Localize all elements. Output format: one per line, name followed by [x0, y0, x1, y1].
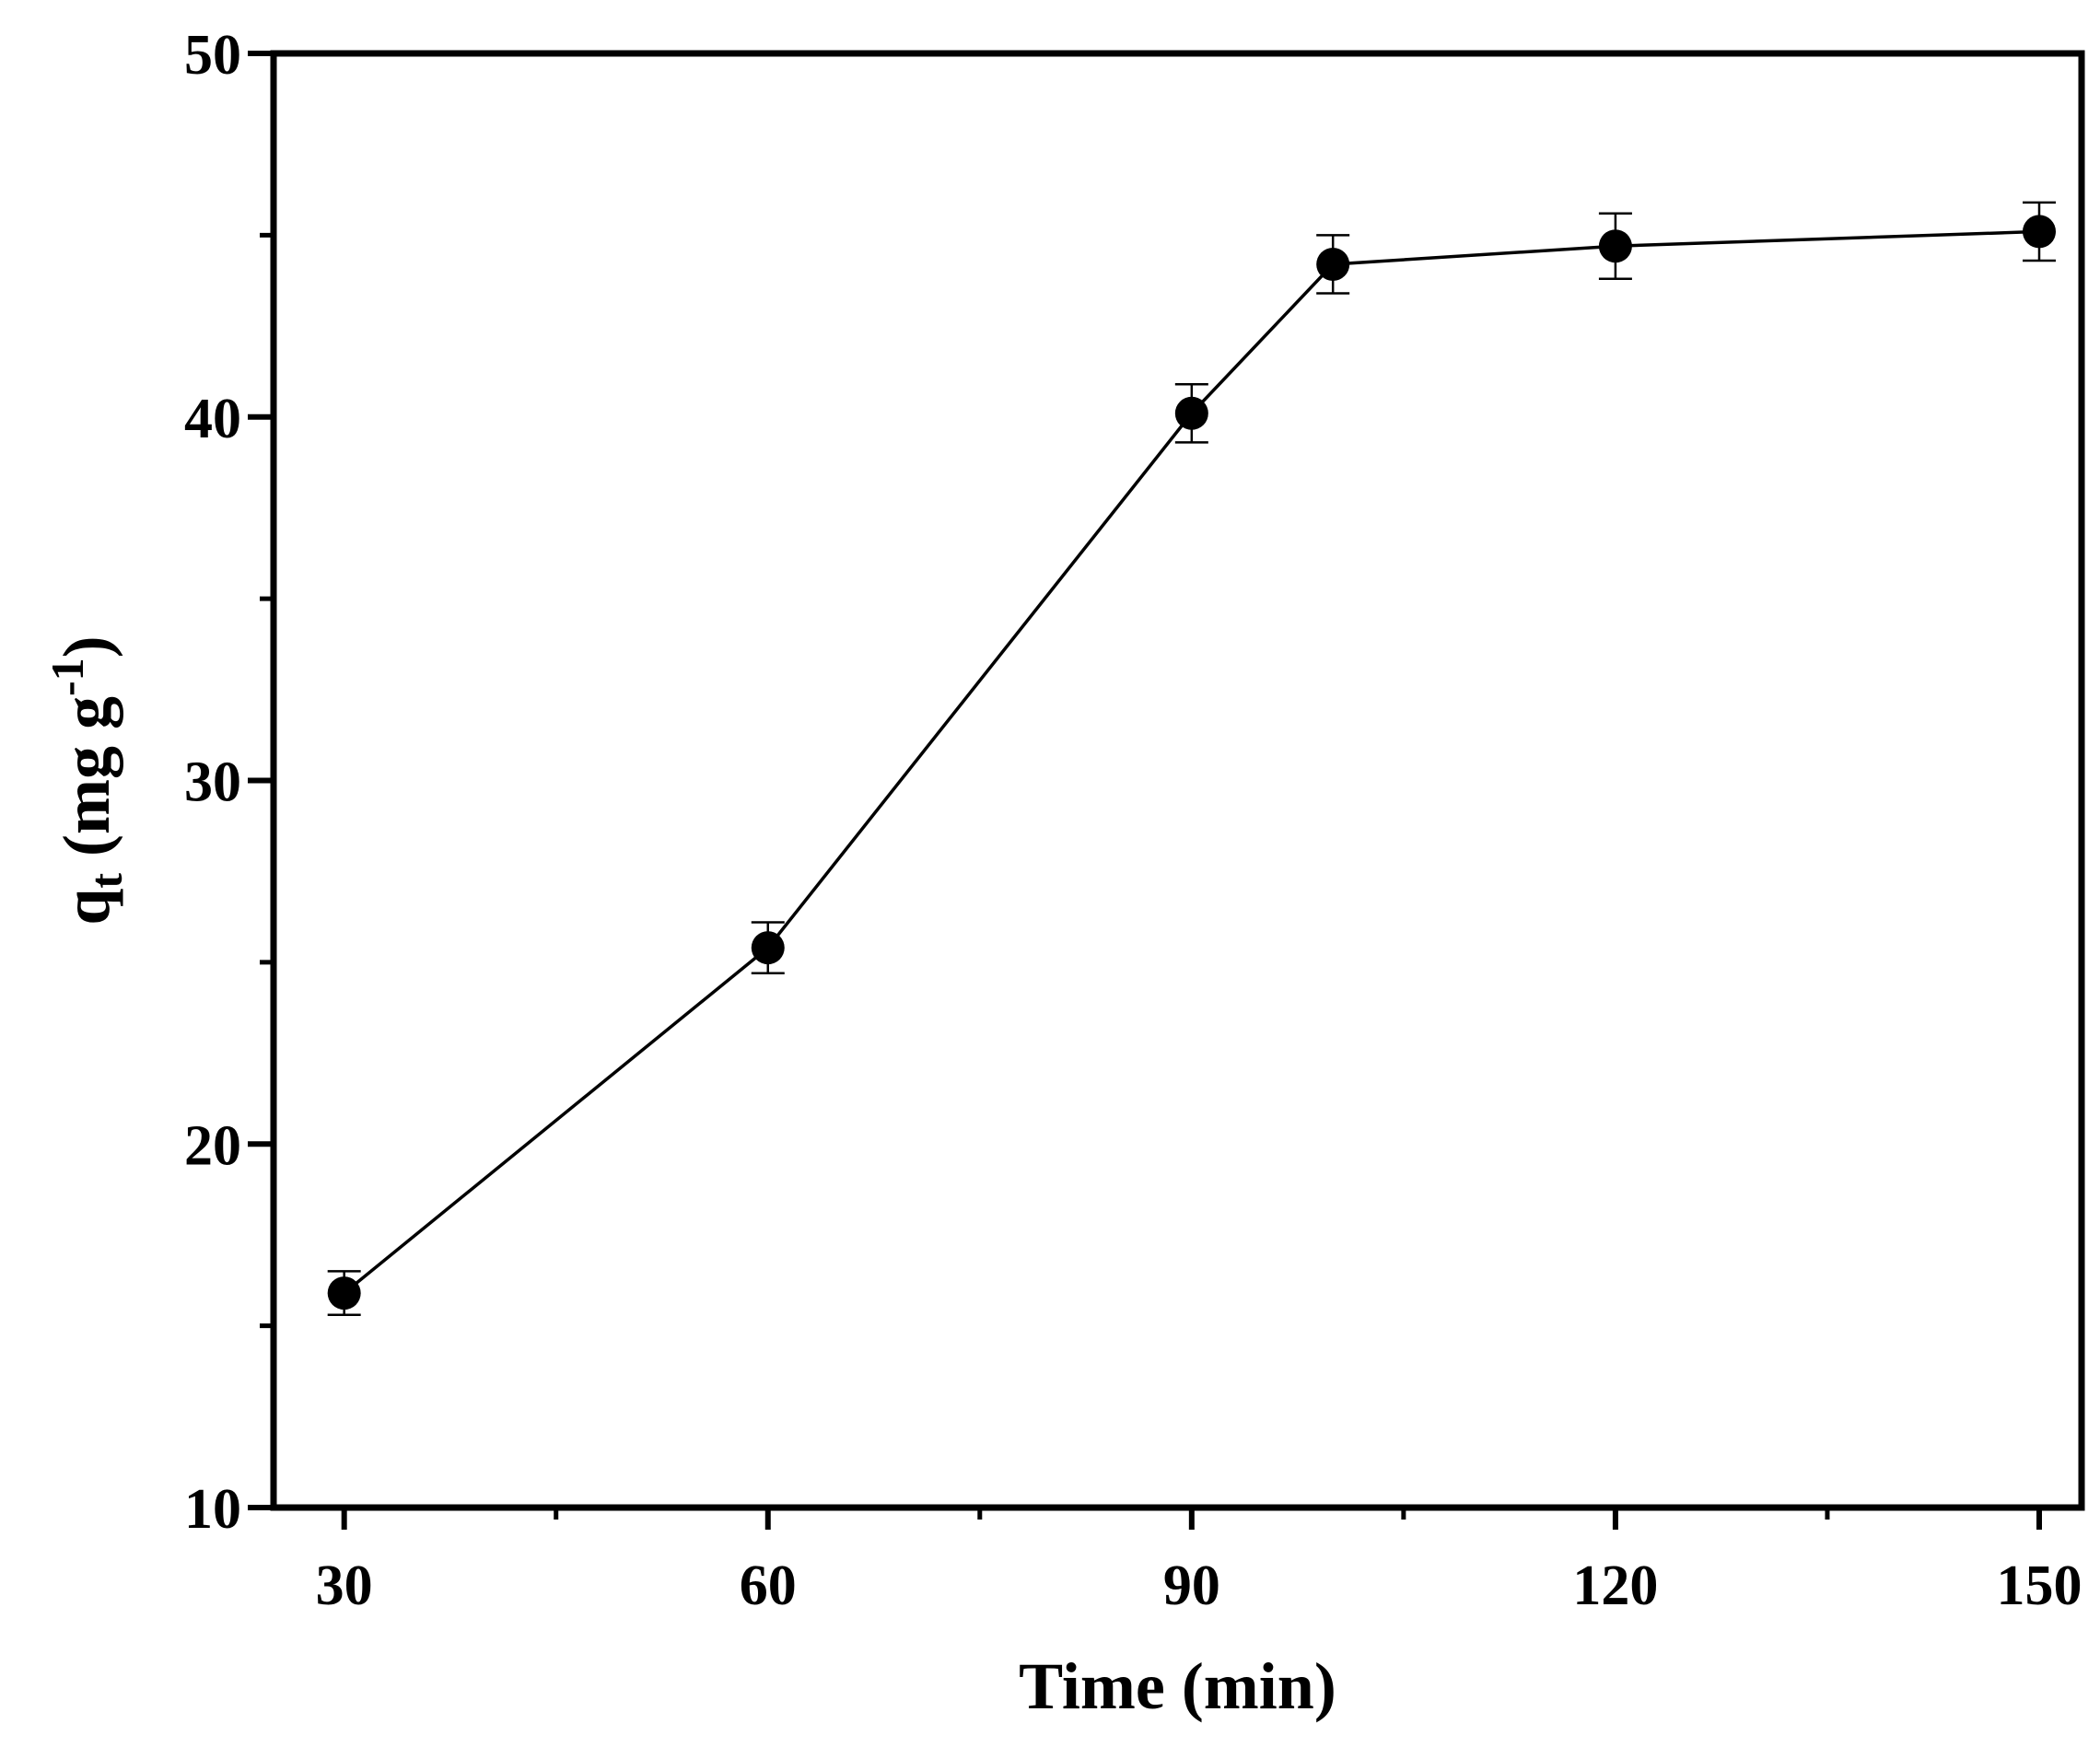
- major-ticks: [248, 51, 2042, 1530]
- data-point: [1316, 247, 1350, 281]
- data-point: [751, 931, 785, 965]
- x-tick-label: 60: [740, 1555, 797, 1617]
- x-axis-title: Time (min): [1019, 1649, 1336, 1723]
- data-point: [2022, 215, 2056, 249]
- x-tick-label: 120: [1572, 1555, 1658, 1617]
- data-point: [1598, 229, 1632, 263]
- series-layer: [327, 201, 2056, 1317]
- y-tick-label: 30: [184, 751, 241, 814]
- x-tick-label: 90: [1163, 1555, 1220, 1617]
- y-tick-label: 50: [184, 24, 241, 87]
- plot-frame: [270, 50, 2085, 1511]
- series-line: [343, 229, 2040, 1295]
- data-point: [1174, 396, 1208, 430]
- x-tick-label: 30: [316, 1555, 373, 1617]
- y-axis-title-subscript: t: [80, 873, 132, 889]
- y-tick-label: 20: [184, 1114, 241, 1177]
- y-axis-title: qt (mg g-1): [41, 635, 132, 925]
- x-tick-label: 150: [1996, 1555, 2082, 1617]
- y-axis-title-superscript: -1: [41, 658, 93, 696]
- y-tick-label: 40: [184, 388, 241, 450]
- y-axis-title-unit-open: (mg g: [50, 696, 123, 873]
- y-tick-label: 10: [184, 1478, 241, 1541]
- minor-ticks: [260, 232, 1830, 1520]
- tick-labels: 30 60 90 120 150 10 20 30 40 50: [184, 24, 2082, 1617]
- y-axis-title-unit-close: ): [50, 635, 123, 658]
- y-axis-title-main: q: [50, 889, 123, 926]
- data-point: [327, 1276, 361, 1310]
